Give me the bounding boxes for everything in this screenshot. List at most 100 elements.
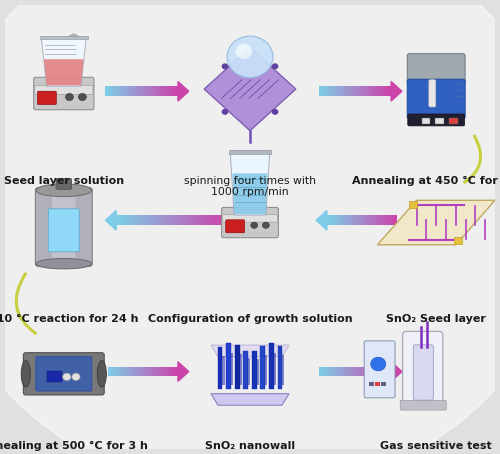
FancyBboxPatch shape <box>408 79 465 118</box>
Bar <box>382 367 386 376</box>
Bar <box>199 216 204 225</box>
Circle shape <box>66 94 74 101</box>
Bar <box>40 36 88 39</box>
Bar <box>366 367 370 376</box>
Bar <box>144 367 148 376</box>
Polygon shape <box>69 34 78 36</box>
Bar <box>47 371 62 382</box>
Bar <box>435 118 444 123</box>
Bar <box>152 86 156 96</box>
Circle shape <box>370 357 386 371</box>
Bar <box>318 367 322 376</box>
Bar <box>146 216 150 225</box>
Bar <box>378 367 382 376</box>
Bar <box>325 367 328 376</box>
Bar <box>160 216 166 225</box>
Bar <box>370 216 373 225</box>
FancyBboxPatch shape <box>429 80 436 107</box>
FancyBboxPatch shape <box>413 345 434 400</box>
Polygon shape <box>246 358 250 385</box>
Bar <box>334 86 338 96</box>
Text: Gas sensitive test: Gas sensitive test <box>380 440 492 450</box>
Bar <box>331 86 335 96</box>
Text: SnO₂ nanowall: SnO₂ nanowall <box>205 440 295 450</box>
Bar <box>376 367 379 376</box>
Bar <box>114 367 117 376</box>
Bar <box>204 216 209 225</box>
Bar <box>339 216 342 225</box>
FancyBboxPatch shape <box>222 214 278 222</box>
Bar <box>214 216 218 225</box>
Bar <box>229 150 271 153</box>
Bar <box>137 86 140 96</box>
Bar <box>148 367 151 376</box>
Bar <box>150 367 154 376</box>
Bar <box>322 367 326 376</box>
Bar <box>340 86 344 96</box>
Bar <box>328 367 332 376</box>
Bar <box>336 216 340 225</box>
Polygon shape <box>269 343 274 389</box>
FancyBboxPatch shape <box>48 209 80 252</box>
Polygon shape <box>204 48 296 131</box>
Bar <box>338 367 341 376</box>
FancyBboxPatch shape <box>364 341 395 398</box>
Bar <box>366 86 370 96</box>
Bar <box>154 367 157 376</box>
Bar <box>156 86 160 96</box>
Bar <box>172 367 176 376</box>
Bar <box>117 367 120 376</box>
Polygon shape <box>218 347 222 389</box>
Text: 110 °C reaction for 24 h: 110 °C reaction for 24 h <box>0 314 138 324</box>
Bar <box>385 216 388 225</box>
Bar <box>162 86 166 96</box>
Bar <box>322 86 326 96</box>
Bar <box>376 86 379 96</box>
Bar <box>155 216 160 225</box>
Bar <box>350 367 354 376</box>
Bar <box>354 216 358 225</box>
Text: SnO₂ Seed layer: SnO₂ Seed layer <box>386 314 486 324</box>
Polygon shape <box>378 200 495 245</box>
Polygon shape <box>178 82 189 101</box>
FancyBboxPatch shape <box>226 220 244 233</box>
Bar <box>116 216 121 225</box>
Bar <box>391 216 394 225</box>
Bar <box>128 86 131 96</box>
Bar <box>150 86 153 96</box>
Bar <box>352 216 355 225</box>
Bar <box>334 367 338 376</box>
Bar <box>140 86 144 96</box>
Bar <box>156 367 160 376</box>
Bar <box>338 86 341 96</box>
Polygon shape <box>244 350 248 389</box>
FancyBboxPatch shape <box>36 356 92 391</box>
FancyBboxPatch shape <box>34 85 93 94</box>
Bar <box>159 86 162 96</box>
Bar <box>364 216 367 225</box>
Bar <box>218 216 224 225</box>
Bar <box>168 86 172 96</box>
FancyBboxPatch shape <box>402 331 443 407</box>
Bar <box>126 216 132 225</box>
Ellipse shape <box>36 184 92 197</box>
Bar <box>184 216 190 225</box>
Bar <box>136 216 141 225</box>
Bar <box>385 86 388 96</box>
Bar <box>369 86 372 96</box>
Polygon shape <box>237 354 242 385</box>
Bar <box>130 86 134 96</box>
Circle shape <box>272 109 278 115</box>
Circle shape <box>62 373 71 380</box>
Bar <box>126 367 130 376</box>
Bar <box>372 367 376 376</box>
Bar <box>394 216 398 225</box>
Bar <box>454 237 462 244</box>
Circle shape <box>272 63 278 69</box>
FancyBboxPatch shape <box>408 114 465 126</box>
Bar <box>208 216 214 225</box>
Bar <box>142 367 145 376</box>
Bar <box>369 367 372 376</box>
Polygon shape <box>106 211 116 230</box>
Bar <box>344 86 348 96</box>
